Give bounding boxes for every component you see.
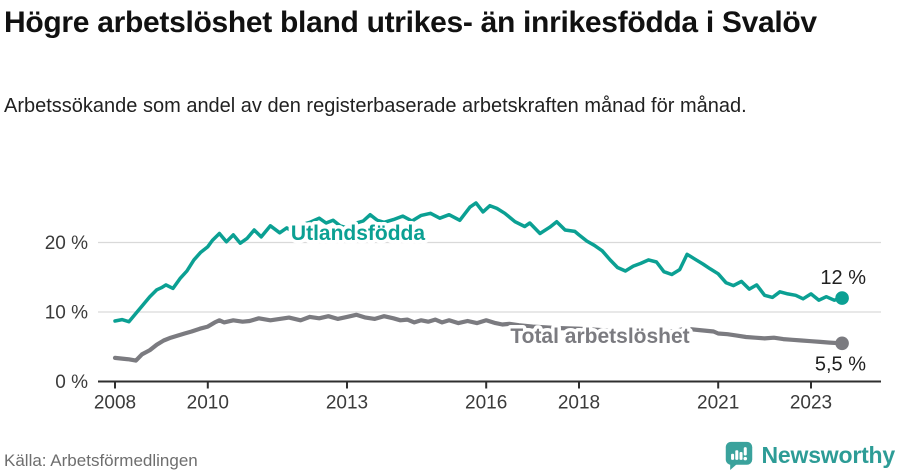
- newsworthy-logo-icon: [725, 441, 752, 471]
- x-tick-label: 2018: [558, 393, 600, 414]
- series-label-total: Total arbetslöshet: [510, 325, 689, 348]
- y-tick-label: 0 %: [55, 372, 88, 393]
- end-value-label-total: 5,5 %: [815, 353, 866, 375]
- x-tick-label: 2021: [697, 393, 739, 414]
- endpoint-dot-utlandsfodda: [835, 291, 849, 305]
- line-utlandsfodda: [113, 201, 844, 324]
- x-tick-label: 2008: [94, 393, 136, 414]
- x-tick-label: 2016: [465, 393, 507, 414]
- series-label-utlandsfodda: Utlandsfödda: [291, 222, 425, 245]
- newsworthy-brand: Newsworthy: [724, 440, 895, 471]
- x-tick-label: 2023: [790, 393, 832, 414]
- endpoint-dot-total: [835, 336, 849, 351]
- line-total: [112, 312, 845, 363]
- end-value-label-utlandsfodda: 12 %: [820, 267, 866, 289]
- page-subtitle: Arbetssökande som andel av den registerb…: [4, 95, 747, 117]
- x-tick-label: 2013: [326, 393, 368, 414]
- y-tick-label: 20 %: [45, 233, 88, 254]
- x-tick-label: 2010: [187, 393, 229, 414]
- page-title: Högre arbetslöshet bland utrikes- än inr…: [4, 6, 817, 39]
- newsworthy-logo-text: Newsworthy: [761, 442, 896, 468]
- y-tick-label: 10 %: [45, 303, 88, 324]
- source-attribution: Källa: Arbetsförmedlingen: [4, 451, 198, 470]
